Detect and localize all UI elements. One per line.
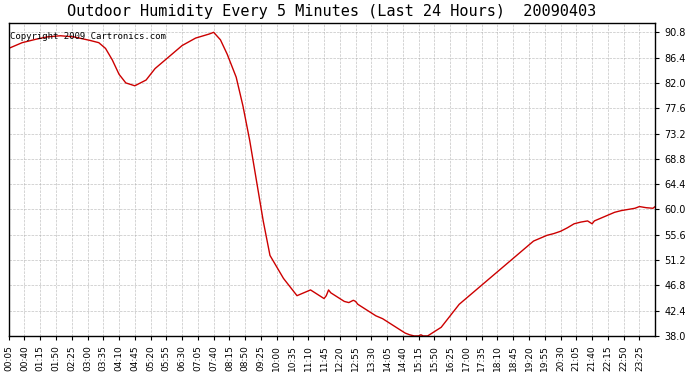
Title: Outdoor Humidity Every 5 Minutes (Last 24 Hours)  20090403: Outdoor Humidity Every 5 Minutes (Last 2… bbox=[68, 4, 597, 19]
Text: Copyright 2009 Cartronics.com: Copyright 2009 Cartronics.com bbox=[10, 33, 166, 42]
